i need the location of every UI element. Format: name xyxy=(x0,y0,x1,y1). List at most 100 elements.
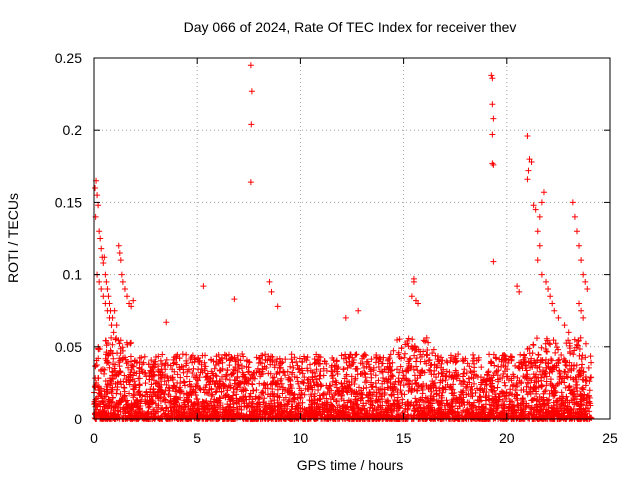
data-point xyxy=(578,356,585,363)
data-point xyxy=(490,115,497,122)
data-point xyxy=(547,293,554,300)
data-point xyxy=(274,303,281,310)
data-point xyxy=(103,357,110,364)
data-point xyxy=(542,340,549,347)
x-tick-label: 25 xyxy=(602,430,618,446)
data-point xyxy=(129,362,136,369)
data-point xyxy=(200,283,207,290)
data-point xyxy=(279,390,286,397)
data-point xyxy=(169,366,176,373)
data-point xyxy=(464,360,471,367)
data-point xyxy=(340,366,347,372)
data-point xyxy=(558,389,565,396)
data-point xyxy=(379,369,386,376)
data-point xyxy=(545,363,552,370)
data-point xyxy=(582,340,589,347)
data-point xyxy=(548,357,555,364)
data-point xyxy=(304,367,311,374)
data-point xyxy=(372,380,379,387)
data-point xyxy=(579,385,586,392)
data-point xyxy=(183,373,190,380)
data-point xyxy=(438,354,445,361)
data-point xyxy=(576,300,583,307)
data-point xyxy=(375,377,382,384)
data-point xyxy=(470,351,477,358)
data-point xyxy=(363,384,370,391)
data-point xyxy=(163,319,170,326)
data-point xyxy=(582,278,589,285)
x-tick-label: 10 xyxy=(293,430,309,446)
data-point xyxy=(290,364,297,371)
data-point xyxy=(106,314,113,321)
data-point xyxy=(430,346,437,353)
y-tick-label: 0.25 xyxy=(55,50,82,66)
data-point xyxy=(573,341,580,348)
data-point xyxy=(103,278,110,285)
data-point xyxy=(237,357,244,364)
data-point xyxy=(143,388,150,395)
data-point xyxy=(425,339,432,346)
data-point xyxy=(573,228,580,235)
data-point xyxy=(183,351,190,358)
data-point xyxy=(478,364,485,371)
data-point xyxy=(234,352,241,359)
data-point xyxy=(555,314,562,321)
data-point xyxy=(428,371,435,378)
data-point xyxy=(103,386,110,393)
data-point xyxy=(413,398,420,405)
data-point xyxy=(580,271,587,278)
data-point xyxy=(256,380,263,387)
data-point xyxy=(567,350,574,357)
data-point xyxy=(553,344,560,351)
data-point xyxy=(355,307,362,314)
data-point xyxy=(189,370,196,377)
data-point xyxy=(162,366,169,373)
data-point xyxy=(130,297,137,304)
data-point xyxy=(439,357,446,364)
data-point xyxy=(373,355,380,362)
y-tick-label: 0.2 xyxy=(63,122,83,138)
data-point xyxy=(573,384,580,391)
data-point xyxy=(420,348,427,355)
data-point xyxy=(139,368,146,375)
data-point xyxy=(583,377,590,384)
data-point xyxy=(533,335,540,342)
data-point xyxy=(552,349,559,356)
data-point xyxy=(116,340,123,347)
data-point xyxy=(524,132,531,139)
y-tick-label: 0 xyxy=(74,411,82,427)
data-point xyxy=(586,408,593,415)
data-point xyxy=(108,322,115,329)
data-point xyxy=(577,372,584,379)
data-point xyxy=(255,359,262,366)
data-point xyxy=(521,351,528,358)
data-point xyxy=(489,131,496,138)
data-point xyxy=(342,351,349,358)
data-point xyxy=(512,362,519,369)
data-point xyxy=(578,307,585,314)
data-point xyxy=(233,358,240,365)
data-point xyxy=(248,88,255,95)
data-point xyxy=(545,286,552,293)
data-point xyxy=(101,370,108,377)
data-point xyxy=(301,374,308,381)
data-point xyxy=(295,366,302,373)
data-point xyxy=(569,199,576,206)
data-point xyxy=(234,369,241,376)
x-tick-label: 0 xyxy=(90,430,98,446)
data-point xyxy=(117,257,124,264)
data-point xyxy=(500,389,507,396)
data-point xyxy=(534,228,541,235)
x-tick-label: 20 xyxy=(499,430,515,446)
chart-title: Day 066 of 2024, Rate Of TEC Index for r… xyxy=(184,19,517,35)
data-point xyxy=(315,387,322,394)
data-point xyxy=(142,380,149,387)
data-point xyxy=(409,336,416,343)
data-point xyxy=(501,379,508,386)
data-point xyxy=(231,296,238,303)
data-point xyxy=(179,351,186,358)
data-point xyxy=(556,367,563,374)
data-point xyxy=(428,388,435,395)
data-point xyxy=(524,176,531,183)
